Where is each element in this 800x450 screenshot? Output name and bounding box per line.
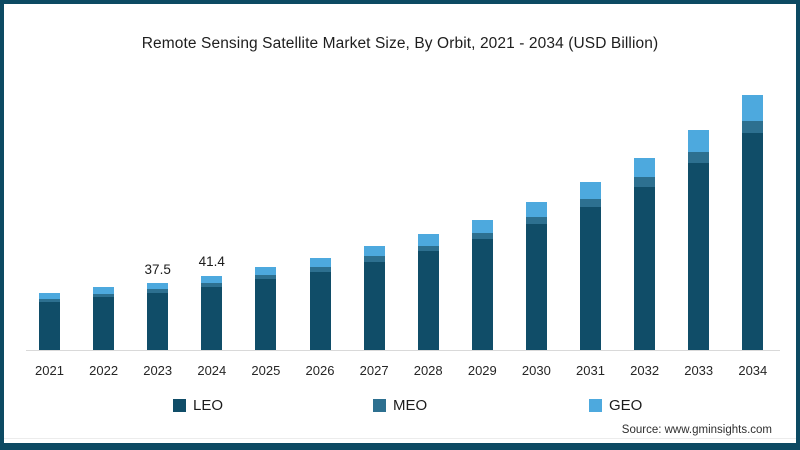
- bar-2025: [255, 267, 277, 350]
- x-tick-2029: 2029: [467, 363, 497, 378]
- bar-2031-meo-segment: [580, 198, 601, 208]
- bar-2034-leo-segment: [742, 133, 764, 350]
- bar-2027-leo-segment: [363, 261, 385, 350]
- legend-item-geo: GEO: [589, 397, 642, 414]
- x-tick-2023: 2023: [143, 363, 173, 378]
- x-axis-line: [26, 350, 780, 351]
- bar-2029-meo-segment: [471, 232, 493, 240]
- legend: LEO MEO GEO: [4, 397, 796, 417]
- bar-2021-leo-segment: [39, 301, 60, 350]
- bar-2026-meo-segment: [309, 267, 331, 272]
- legend-label-meo: MEO: [393, 397, 428, 414]
- bar-2033-leo-segment: [688, 162, 710, 350]
- bar-2032: [634, 157, 656, 350]
- bar-2028-leo-segment: [417, 251, 439, 350]
- bar-2026: [309, 257, 331, 350]
- bar-2023: [147, 282, 169, 350]
- meo-color-swatch-icon: [373, 399, 386, 412]
- bar-2025-meo-segment: [255, 275, 277, 280]
- legend-item-meo: MEO: [373, 397, 427, 414]
- bar-2031-leo-segment: [580, 207, 601, 350]
- bar-2030: [525, 202, 547, 350]
- bar-2029-leo-segment: [471, 239, 493, 350]
- bar-2034: [742, 94, 764, 350]
- bar-2033-geo-segment: [688, 130, 710, 153]
- bar-2028-meo-segment: [417, 245, 439, 252]
- bar-2027: [363, 245, 385, 350]
- bar-2031: [580, 182, 601, 350]
- bar-2025-geo-segment: [255, 267, 277, 276]
- source-text: Source: www.gminsights.com: [621, 424, 772, 436]
- bar-2034-meo-segment: [742, 120, 764, 134]
- bar-2023-leo-segment: [147, 292, 169, 350]
- x-tick-2022: 2022: [89, 363, 119, 378]
- bar-2023-meo-segment: [147, 289, 169, 293]
- x-tick-2031: 2031: [576, 363, 605, 378]
- legend-label-leo: LEO: [193, 397, 224, 414]
- x-tick-2026: 2026: [305, 363, 335, 378]
- bar-value-label-2024: 41.4: [198, 254, 225, 270]
- bar-2024-meo-segment: [201, 282, 223, 287]
- bar-2034-geo-segment: [742, 94, 764, 121]
- x-tick-2033: 2033: [684, 363, 714, 378]
- bar-2022-meo-segment: [93, 293, 115, 297]
- bar-2030-leo-segment: [525, 224, 547, 350]
- x-tick-2025: 2025: [251, 363, 281, 378]
- x-tick-2027: 2027: [359, 363, 389, 378]
- x-tick-2021: 2021: [35, 363, 64, 378]
- bar-2024-geo-segment: [201, 275, 223, 283]
- bar-2021: [39, 292, 60, 350]
- x-tick-2028: 2028: [413, 363, 443, 378]
- x-tick-2024: 2024: [197, 363, 227, 378]
- bar-2032-meo-segment: [634, 177, 656, 187]
- bar-2022: [93, 287, 115, 350]
- geo-color-swatch-icon: [589, 399, 602, 412]
- x-tick-2032: 2032: [630, 363, 660, 378]
- bar-2022-leo-segment: [93, 296, 115, 350]
- bar-2025-leo-segment: [255, 279, 277, 350]
- bar-value-label-2023: 37.5: [144, 261, 171, 277]
- bar-2029-geo-segment: [471, 219, 493, 233]
- bar-2021-geo-segment: [39, 292, 60, 299]
- bar-2030-geo-segment: [525, 202, 547, 217]
- bar-2033: [688, 130, 710, 350]
- bar-2023-geo-segment: [147, 282, 169, 290]
- bar-2032-geo-segment: [634, 157, 656, 178]
- bar-2032-leo-segment: [634, 186, 656, 350]
- bar-2027-meo-segment: [363, 256, 385, 262]
- bar-2028: [417, 233, 439, 350]
- bar-2026-leo-segment: [309, 271, 331, 350]
- legend-label-geo: GEO: [609, 397, 643, 414]
- chart-title: Remote Sensing Satellite Market Size, By…: [141, 35, 659, 52]
- bar-2026-geo-segment: [309, 257, 331, 268]
- bar-2024: [201, 275, 223, 350]
- bar-2024-leo-segment: [201, 286, 223, 350]
- x-tick-2030: 2030: [521, 363, 551, 378]
- bar-2031-geo-segment: [580, 182, 601, 199]
- bar-2028-geo-segment: [417, 233, 439, 246]
- leo-color-swatch-icon: [173, 399, 186, 412]
- bar-2022-geo-segment: [93, 287, 115, 294]
- x-tick-2034: 2034: [738, 363, 768, 378]
- bar-2033-meo-segment: [688, 152, 710, 163]
- bar-2030-meo-segment: [525, 216, 547, 225]
- plot-area: 2021 2022 37.5 2023 41.4 2024 2025 2026 2027 2028…: [22, 85, 780, 378]
- bottom-separator: [4, 438, 796, 439]
- bar-2029: [471, 219, 493, 350]
- legend-item-leo: LEO: [173, 397, 223, 414]
- bar-2027-geo-segment: [363, 245, 385, 257]
- bar-2021-meo-segment: [39, 298, 60, 302]
